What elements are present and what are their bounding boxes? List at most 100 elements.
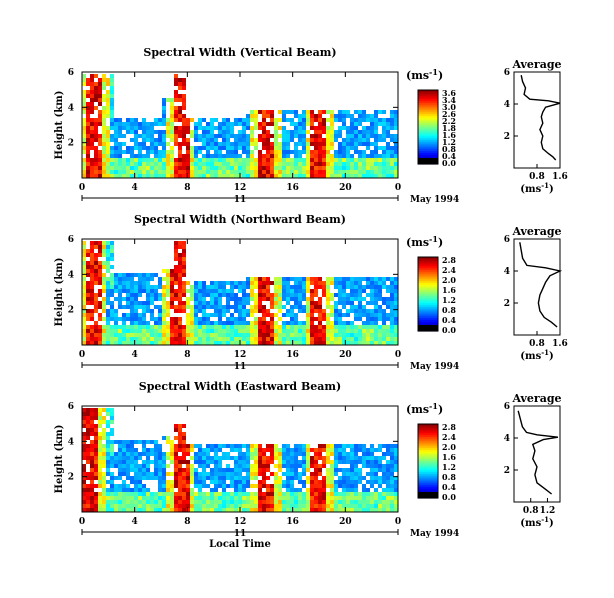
heatmap-cell <box>170 110 174 114</box>
heatmap-cell <box>374 468 378 472</box>
heatmap-cell <box>130 504 134 508</box>
heatmap-cell <box>258 301 262 305</box>
heatmap-cell <box>266 281 270 285</box>
heatmap-cell <box>370 460 374 464</box>
heatmap-cell <box>306 460 310 464</box>
heatmap-cell <box>122 285 126 289</box>
heatmap-cell <box>374 277 378 281</box>
heatmap-cell <box>206 138 210 142</box>
heatmap-cell <box>262 452 266 456</box>
colorbar-segment <box>418 90 438 93</box>
heatmap-cell <box>234 301 238 305</box>
heatmap-cell <box>242 134 246 138</box>
heatmap-cell <box>282 480 286 484</box>
heatmap-cell <box>138 492 142 496</box>
heatmap-cell <box>274 456 278 460</box>
heatmap-cell <box>98 134 102 138</box>
heatmap-cell <box>210 162 214 166</box>
heatmap-cell <box>82 106 86 110</box>
heatmap-cell <box>270 293 274 297</box>
heatmap-cell <box>310 150 314 154</box>
heatmap-cell <box>110 472 114 476</box>
heatmap-cell <box>210 329 214 333</box>
heatmap-cell <box>210 313 214 317</box>
heatmap-cell <box>146 309 150 313</box>
heatmap-cell <box>326 504 330 508</box>
colorbar-frame <box>417 89 439 165</box>
heatmap-cell <box>162 98 166 102</box>
heatmap-cell <box>106 245 110 249</box>
heatmap-cell <box>274 162 278 166</box>
heatmap-cell <box>118 273 122 277</box>
heatmap-cell <box>186 313 190 317</box>
heatmap-cell <box>202 174 206 178</box>
heatmap-cell <box>298 150 302 154</box>
heatmap-cell <box>234 468 238 472</box>
heatmap-cell <box>94 424 98 428</box>
heatmap-cell <box>274 341 278 345</box>
heatmap-cell <box>378 122 382 126</box>
heatmap-cell <box>226 122 230 126</box>
heatmap-cell <box>214 281 218 285</box>
heatmap-cell <box>394 134 398 138</box>
heatmap-cell <box>138 472 142 476</box>
heatmap-cell <box>214 484 218 488</box>
heatmap-cell <box>342 341 346 345</box>
heatmap-cell <box>338 174 342 178</box>
heatmap-cell <box>206 444 210 448</box>
heatmap-cell <box>318 114 322 118</box>
heatmap-cell <box>94 98 98 102</box>
heatmap-cell <box>258 138 262 142</box>
heatmap-cell <box>122 337 126 341</box>
colorbar-segment <box>418 123 438 126</box>
heatmap-cell <box>178 325 182 329</box>
heatmap-cell <box>322 460 326 464</box>
heatmap-cell <box>194 496 198 500</box>
heatmap-cell <box>318 456 322 460</box>
heatmap-cell <box>266 484 270 488</box>
heatmap-cell <box>354 126 358 130</box>
heatmap-cell <box>158 448 162 452</box>
heatmap-cell <box>334 484 338 488</box>
heatmap-cell <box>178 424 182 428</box>
heatmap-cell <box>354 309 358 313</box>
heatmap-cell <box>358 166 362 170</box>
heatmap-cell <box>350 329 354 333</box>
heatmap-cell <box>202 325 206 329</box>
heatmap-cell <box>162 309 166 313</box>
heatmap-cell <box>330 460 334 464</box>
heatmap-cell <box>174 257 178 261</box>
heatmap-cell <box>114 154 118 158</box>
heatmap-cell <box>306 162 310 166</box>
heatmap-cell <box>114 508 118 512</box>
heatmap-cell <box>230 444 234 448</box>
heatmap-cell <box>202 293 206 297</box>
heatmap-cell <box>378 337 382 341</box>
heatmap-cell <box>178 162 182 166</box>
heatmap-cell <box>298 170 302 174</box>
heatmap-cell <box>334 321 338 325</box>
heatmap-cell <box>374 488 378 492</box>
heatmap-cell <box>146 293 150 297</box>
heatmap-cell <box>130 122 134 126</box>
heatmap-cell <box>178 142 182 146</box>
heatmap-cell <box>206 146 210 150</box>
heatmap-cell <box>94 476 98 480</box>
heatmap-cell <box>262 166 266 170</box>
heatmap-cell <box>274 313 278 317</box>
heatmap-cell <box>294 337 298 341</box>
heatmap-cell <box>394 325 398 329</box>
heatmap-cell <box>394 337 398 341</box>
heatmap-cell <box>390 309 394 313</box>
heatmap-cell <box>178 114 182 118</box>
heatmap-cell <box>310 277 314 281</box>
heatmap-cell <box>114 452 118 456</box>
heatmap-cell <box>106 94 110 98</box>
heatmap-cell <box>86 114 90 118</box>
heatmap-cell <box>162 317 166 321</box>
heatmap-cell <box>286 337 290 341</box>
heatmap-cell <box>374 150 378 154</box>
heatmap-cell <box>138 333 142 337</box>
heatmap-cell <box>118 317 122 321</box>
heatmap-cell <box>386 126 390 130</box>
